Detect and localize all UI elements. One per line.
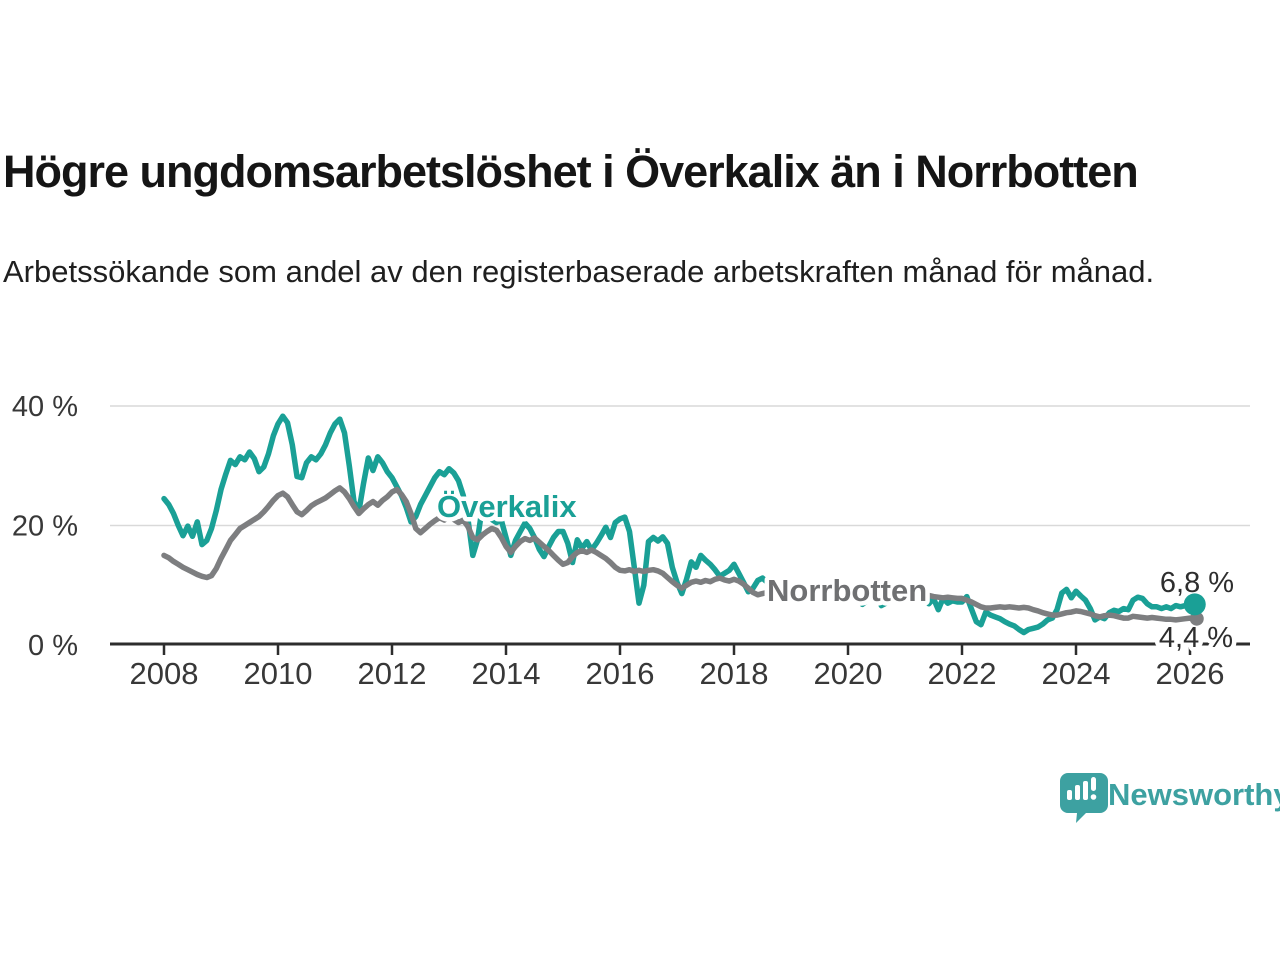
series-lines	[161, 413, 1198, 636]
logo-exclamation-dot	[1090, 794, 1097, 800]
newsworthy-logo-icon	[1060, 773, 1108, 823]
end-point-markers	[1183, 593, 1206, 626]
overkalix-end-dot	[1183, 593, 1206, 616]
newsworthy-wordmark: Newsworthy	[1108, 777, 1280, 812]
x-tick-label: 2014	[472, 656, 541, 691]
x-tick-label: 2026	[1156, 656, 1225, 691]
logo-exclamation-bar	[1091, 777, 1096, 791]
x-tick-label: 2008	[130, 656, 199, 691]
logo-bar-2	[1075, 785, 1080, 800]
overkalix-line	[161, 413, 1198, 636]
logo-bar-3	[1083, 781, 1088, 800]
y-tick-label: 40 %	[12, 391, 78, 423]
x-tick-label: 2012	[358, 656, 427, 691]
chart-title: Högre ungdomsarbetslöshet i Överkalix än…	[3, 146, 1139, 197]
x-tick-label: 2010	[244, 656, 313, 691]
chart-subtitle: Arbetssökande som andel av den registerb…	[3, 254, 1155, 289]
x-tick-label: 2024	[1042, 656, 1111, 691]
x-axis: 2008 2010 2012 2014 2016 2018 2020 2022 2024 2026	[110, 642, 1250, 691]
norrbotten-line	[161, 485, 1198, 623]
y-tick-label: 0 %	[28, 630, 78, 662]
chart-labels: Överkalix Norrbotten 6,8 % 4,4 %	[433, 485, 1239, 659]
x-tick-label: 2016	[586, 656, 655, 691]
logo-bar-1	[1067, 790, 1072, 800]
x-tick-label: 2022	[928, 656, 997, 691]
norrbotten-end-value-label: 4,4 %	[1159, 622, 1233, 654]
gridlines: 40 % 20 % 0 %	[12, 391, 1250, 662]
overkalix-series-label: Överkalix	[437, 489, 577, 524]
x-tick-label: 2020	[814, 656, 883, 691]
y-tick-label: 20 %	[12, 511, 78, 543]
norrbotten-series-label: Norrbotten	[767, 573, 927, 608]
x-tick-label: 2018	[700, 656, 769, 691]
